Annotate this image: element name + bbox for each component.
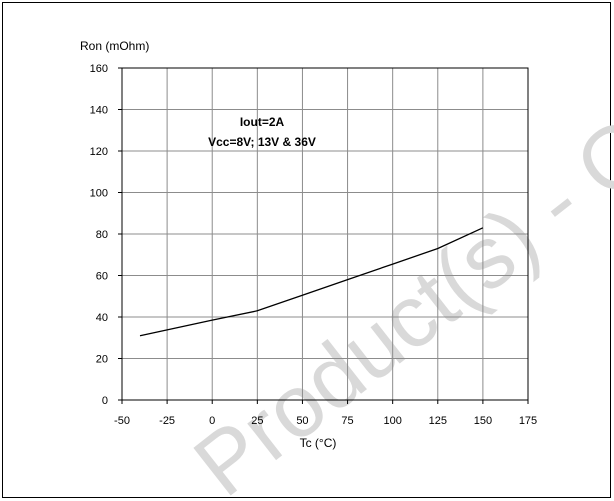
y-axis-label: Ron (mOhm)	[80, 39, 149, 53]
y-tick-label: 120	[90, 146, 108, 158]
series-line	[139, 227, 484, 337]
x-tick-label: 100	[383, 415, 401, 427]
y-tick-label: 160	[90, 63, 108, 75]
series-group	[139, 227, 484, 337]
y-tick-label: 100	[90, 188, 108, 200]
annotation-voltage: Vcc=8V; 13V & 36V	[208, 135, 316, 149]
y-tick-label: 60	[96, 271, 108, 283]
annotation-current: Iout=2A	[240, 115, 285, 129]
x-axis-label: Tc (°C)	[300, 436, 337, 450]
x-tick-label: 75	[341, 415, 353, 427]
y-tick-label: 20	[96, 354, 108, 366]
tick-labels: -50 -25 0 25 50 75 100 125 150 175 0 20 40 60 80 100 120…	[90, 63, 538, 427]
x-tick-label: 25	[251, 415, 263, 427]
y-tick-label: 80	[96, 229, 108, 241]
x-tick-label: -50	[114, 415, 130, 427]
x-tick-label: 175	[519, 415, 537, 427]
x-tick-label: 125	[429, 415, 447, 427]
y-tick-label: 40	[96, 312, 108, 324]
y-tick-label: 0	[102, 395, 108, 407]
x-tick-label: 150	[474, 415, 492, 427]
x-tick-label: -25	[159, 415, 175, 427]
y-tick-label: 140	[90, 105, 108, 117]
watermark: Product(s) - O	[176, 97, 614, 501]
x-tick-label: 50	[296, 415, 308, 427]
x-tick-label: 0	[209, 415, 215, 427]
